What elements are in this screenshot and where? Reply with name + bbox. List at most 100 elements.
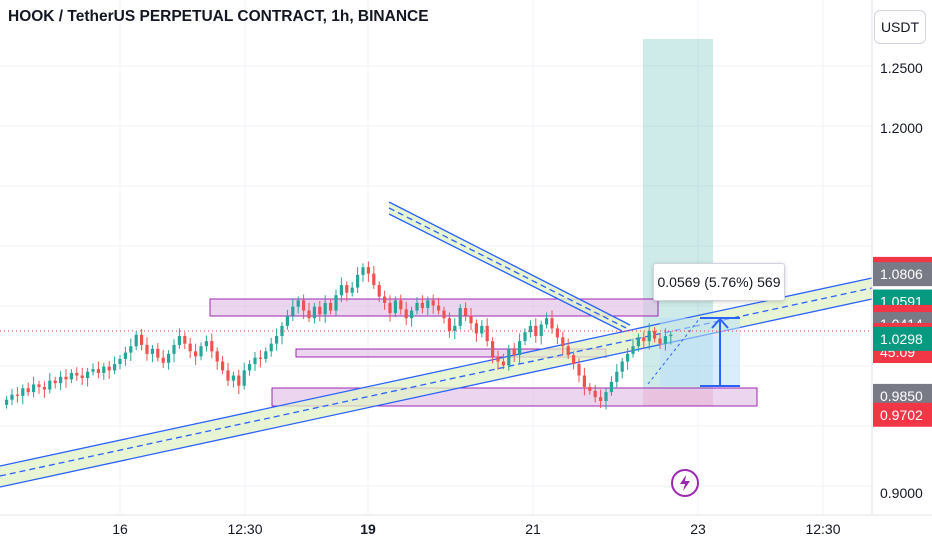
candle-up <box>615 371 619 382</box>
candle-up <box>361 267 365 275</box>
y-tick-label: 1.2000 <box>880 120 923 136</box>
candle-up <box>32 384 36 393</box>
candle-down <box>372 273 376 286</box>
candle-up <box>339 285 343 296</box>
candle-up <box>102 366 106 373</box>
candle-down <box>431 300 435 306</box>
candle-up <box>253 357 257 365</box>
candle-up <box>296 300 300 307</box>
candle-up <box>334 295 338 311</box>
candle-down <box>215 351 219 362</box>
candle-down <box>210 341 214 352</box>
candle-down <box>383 296 387 303</box>
candle-down <box>156 348 160 358</box>
candle-up <box>10 394 14 400</box>
candle-up <box>620 361 624 372</box>
projection-dashed <box>647 317 701 385</box>
candle-up <box>231 375 235 381</box>
price-tag <box>873 262 932 287</box>
candle-down <box>221 361 225 371</box>
candle-up <box>426 300 430 309</box>
x-tick-label: 16 <box>112 521 128 537</box>
projection-box <box>660 318 740 386</box>
candle-up <box>609 381 613 393</box>
candle-up <box>415 302 419 311</box>
candle-down <box>485 325 489 342</box>
candle-up <box>177 336 181 345</box>
candle-down <box>302 300 306 311</box>
time-axis[interactable]: 16 12:30 19 21 23 12:30 <box>0 514 932 537</box>
price-tag <box>873 326 932 351</box>
candle-up <box>507 348 511 366</box>
candle-up <box>21 388 25 396</box>
candle-down <box>577 364 581 376</box>
currency-unit-button[interactable]: USDT <box>874 10 926 44</box>
falling-upper-line <box>388 201 631 326</box>
candle-down <box>329 302 333 311</box>
candle-down <box>64 376 68 380</box>
candle-down <box>555 328 559 338</box>
supply-zone-upper[interactable] <box>209 298 659 317</box>
candle-down <box>491 341 495 357</box>
candle-down <box>496 356 500 362</box>
x-tick-label: 21 <box>525 521 541 537</box>
x-tick-label: 12:30 <box>227 521 262 537</box>
candle-up <box>393 300 397 314</box>
candle-down <box>599 397 603 401</box>
candle-up <box>269 343 273 352</box>
candle-up <box>647 330 651 342</box>
candle-down <box>307 310 311 319</box>
x-tick-label: 23 <box>690 521 706 537</box>
candle-down <box>566 346 570 356</box>
candle-down <box>582 375 586 387</box>
candle-down <box>474 323 478 334</box>
price-tag-label: 1.0298 <box>880 331 923 347</box>
candle-down <box>318 306 322 315</box>
candle-down <box>26 388 30 393</box>
candle-down <box>469 315 473 324</box>
candle-up <box>312 306 316 319</box>
candle-down <box>345 285 349 293</box>
candles <box>5 261 673 410</box>
candle-down <box>366 267 370 274</box>
price-tag-label: 1.0806 <box>880 266 923 282</box>
candle-up <box>410 310 414 319</box>
projection-tool[interactable] <box>647 317 740 387</box>
x-tick-label: 19 <box>360 521 376 537</box>
candle-down <box>447 318 451 331</box>
candle-down <box>464 308 468 316</box>
candle-down <box>194 351 198 357</box>
price-axis[interactable]: 1.2500 1.2000 0.9000 1.08471.08061.05911… <box>871 0 932 515</box>
candle-down <box>107 366 111 371</box>
candle-down <box>512 348 516 356</box>
falling-lower-line <box>388 213 623 332</box>
candle-down <box>237 375 241 386</box>
falling-channel[interactable] <box>388 201 631 332</box>
candle-up <box>248 364 252 371</box>
candle-up <box>631 346 635 354</box>
candle-up <box>669 334 673 337</box>
candle-up <box>523 332 527 342</box>
candle-up <box>167 353 171 363</box>
candle-down <box>42 386 46 390</box>
candle-down <box>140 334 144 345</box>
candle-up <box>480 325 484 334</box>
candle-up <box>204 341 208 347</box>
candle-down <box>80 375 84 379</box>
falling-channel-fill <box>389 202 630 331</box>
candle-up <box>69 372 73 380</box>
lightning-icon[interactable] <box>671 469 699 497</box>
candle-up <box>199 346 203 357</box>
candle-down <box>75 372 79 376</box>
candle-up <box>118 358 122 365</box>
candle-up <box>604 392 608 401</box>
chart-title: HOOK / TetherUS PERPETUAL CONTRACT, 1h, … <box>8 8 429 25</box>
candle-up <box>134 334 138 347</box>
candle-down <box>388 302 392 314</box>
price-tag <box>873 402 932 427</box>
x-tick-label: 12:30 <box>805 521 840 537</box>
candle-down <box>53 380 57 384</box>
candle-up <box>59 376 63 384</box>
price-tag-label: 0.9702 <box>880 407 923 423</box>
